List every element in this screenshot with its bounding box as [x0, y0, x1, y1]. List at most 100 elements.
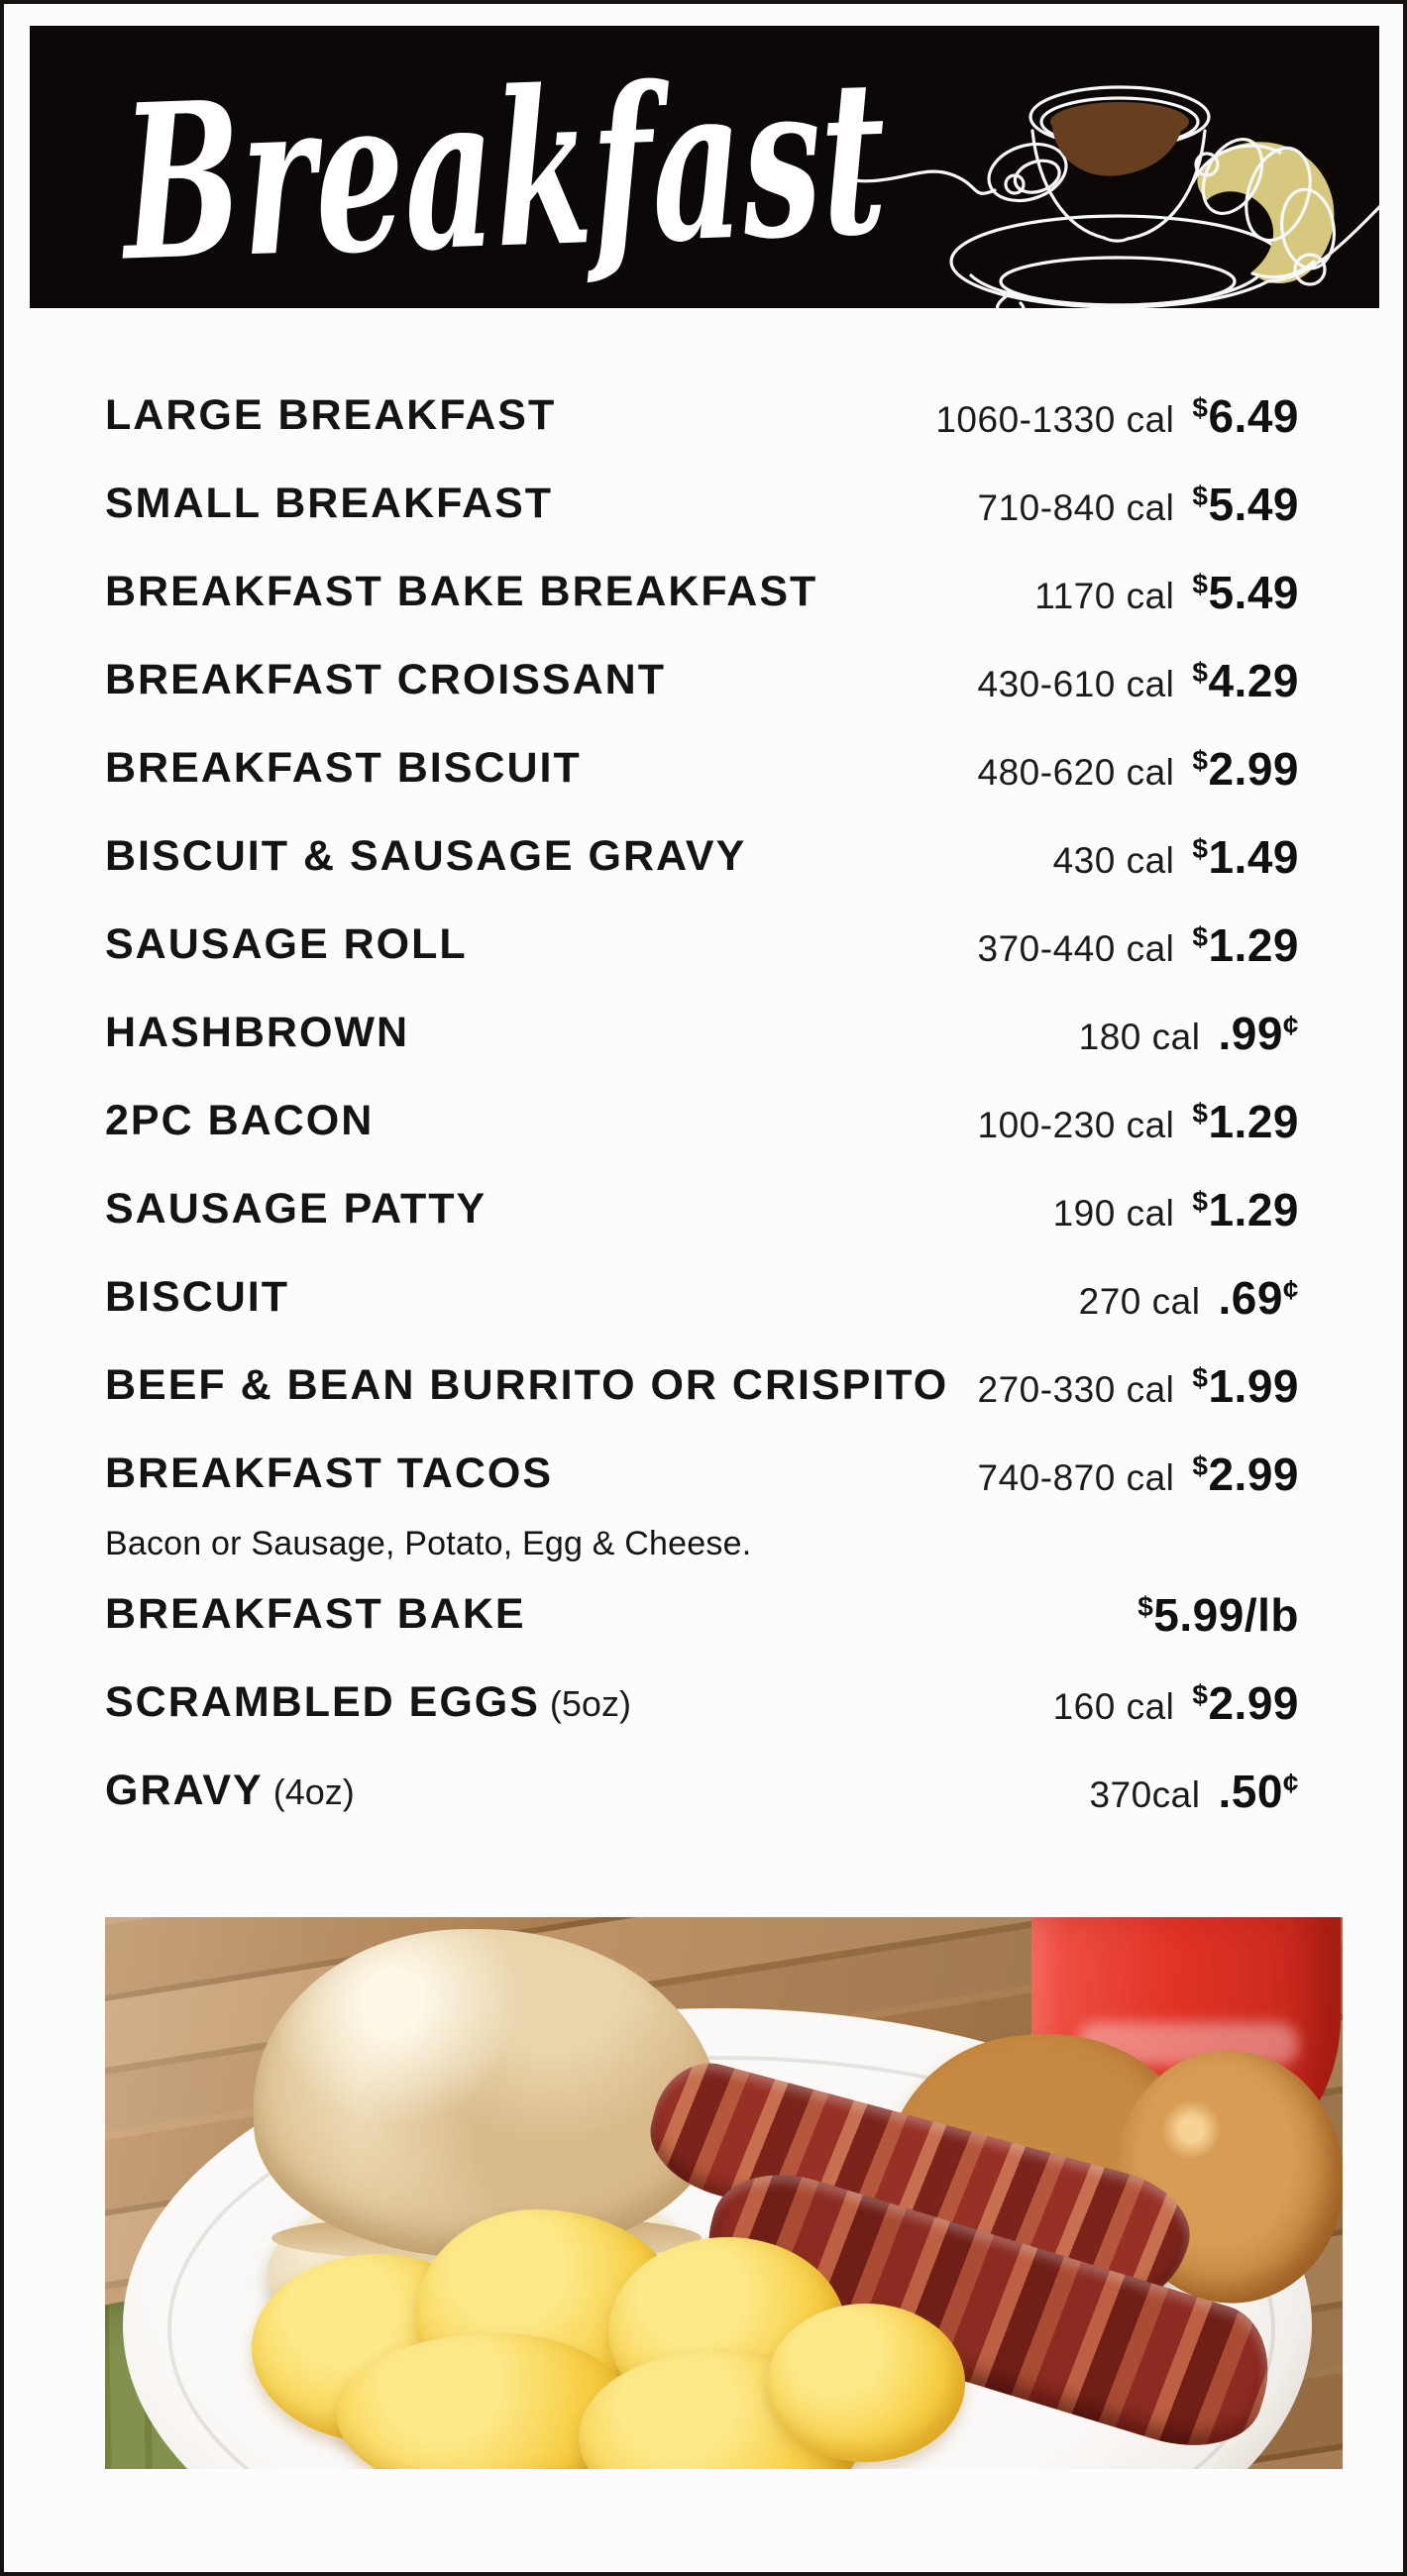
- menu-item-row: SCRAMBLED EGGS (5oz) 160 cal $2.99: [105, 1659, 1299, 1747]
- item-name: 2PC BACON: [105, 1097, 375, 1144]
- price-amount: 2.99: [1208, 1676, 1299, 1729]
- price-amount: 1.29: [1208, 1183, 1299, 1235]
- item-price: $1.29: [1192, 918, 1299, 972]
- price-amount: 1.29: [1208, 1095, 1299, 1147]
- item-calories: 370-440 cal: [977, 927, 1175, 969]
- item-name: SMALL BREAKFAST: [105, 480, 554, 527]
- breakfast-plate-photo: [105, 1917, 1343, 2469]
- item-name-block: SMALL BREAKFAST: [105, 480, 563, 528]
- menu-item-row: BREAKFAST TACOS 740-870 cal $2.99: [105, 1430, 1299, 1518]
- item-name: BREAKFAST BISCUIT: [105, 744, 582, 792]
- item-name: BISCUIT: [105, 1273, 289, 1321]
- menu-item-row: BREAKFAST BISCUIT 480-620 cal $2.99: [105, 724, 1299, 812]
- item-values: 740-870 cal $2.99: [978, 1448, 1299, 1501]
- item-values: 160 cal $2.99: [1053, 1676, 1299, 1730]
- item-price: $2.99: [1192, 1676, 1299, 1730]
- item-price: .99¢: [1218, 1007, 1299, 1060]
- item-description: Bacon or Sausage, Potato, Egg & Cheese.: [105, 1525, 752, 1562]
- item-name-block: SAUSAGE ROLL: [105, 920, 478, 969]
- price-cents-sup: ¢: [1282, 1009, 1299, 1040]
- item-name-block: BREAKFAST BAKE BREAKFAST: [105, 568, 827, 616]
- item-name: BREAKFAST TACOS: [105, 1449, 554, 1497]
- price-amount: 4.29: [1208, 654, 1299, 706]
- item-values: 1060-1330 cal $6.49: [935, 389, 1299, 443]
- price-currency-sup: $: [1192, 656, 1209, 688]
- menu-item-row: BISCUIT & SAUSAGE GRAVY 430 cal $1.49: [105, 812, 1299, 901]
- item-calories: 370cal: [1089, 1773, 1201, 1815]
- price-amount: 2.99: [1208, 1448, 1299, 1500]
- menu-item-row: SAUSAGE ROLL 370-440 cal $1.29: [105, 901, 1299, 989]
- item-calories: 1060-1330 cal: [935, 398, 1175, 440]
- item-size: (5oz): [549, 1683, 631, 1724]
- price-currency-sup: $: [1192, 1361, 1209, 1393]
- price-currency-sup: $: [1192, 832, 1209, 864]
- menu-item-row: LARGE BREAKFAST 1060-1330 cal $6.49: [105, 372, 1299, 460]
- item-name-block: BREAKFAST BAKE: [105, 1590, 536, 1639]
- price-amount: .69: [1218, 1271, 1283, 1324]
- item-values: 370-440 cal $1.29: [978, 918, 1299, 972]
- item-calories: 480-620 cal: [977, 751, 1175, 793]
- item-values: 710-840 cal $5.49: [978, 478, 1299, 531]
- price-currency-sup: $: [1192, 1449, 1209, 1481]
- item-calories: 1170 cal: [1034, 575, 1175, 616]
- item-name: BEEF & BEAN BURRITO OR CRISPITO: [105, 1361, 949, 1409]
- item-name: LARGE BREAKFAST: [105, 391, 557, 439]
- item-values: 190 cal $1.29: [1053, 1183, 1299, 1236]
- item-price: .50¢: [1218, 1765, 1299, 1818]
- item-price: $1.49: [1192, 830, 1299, 884]
- price-currency-sup: $: [1192, 568, 1209, 599]
- item-calories: 180 cal: [1078, 1016, 1201, 1057]
- menu-item-row: BISCUIT 270 cal .69¢: [105, 1253, 1299, 1342]
- item-values: 100-230 cal $1.29: [978, 1095, 1299, 1148]
- item-calories: 430-610 cal: [977, 663, 1175, 704]
- menu-list: LARGE BREAKFAST 1060-1330 cal $6.49 SMAL…: [105, 372, 1299, 1835]
- menu-item-row: 2PC BACON 100-230 cal $1.29: [105, 1077, 1299, 1165]
- item-name: GRAVY: [105, 1767, 264, 1814]
- item-price: $2.99: [1192, 742, 1299, 796]
- item-price: $2.99: [1192, 1448, 1299, 1501]
- item-name: HASHBROWN: [105, 1009, 410, 1056]
- item-price: $1.29: [1192, 1183, 1299, 1236]
- price-currency-sup: $: [1192, 1097, 1209, 1128]
- item-values: 370cal .50¢: [1089, 1765, 1299, 1818]
- price-amount: 6.49: [1208, 389, 1299, 442]
- menu-item-row: BREAKFAST BAKE BREAKFAST 1170 cal $5.49: [105, 548, 1299, 636]
- item-name: SCRAMBLED EGGS: [105, 1678, 540, 1726]
- price-currency-sup: $: [1192, 1185, 1209, 1217]
- menu-item-row: BREAKFAST CROISSANT 430-610 cal $4.29: [105, 636, 1299, 724]
- price-amount: 2.99: [1208, 742, 1299, 795]
- price-cents-sup: ¢: [1282, 1273, 1299, 1305]
- price-amount: 5.49: [1208, 566, 1299, 618]
- item-price: $1.99: [1192, 1359, 1299, 1413]
- item-values: $5.99/lb: [1120, 1588, 1299, 1642]
- item-price: $1.29: [1192, 1095, 1299, 1148]
- croissant-line-art: [1191, 138, 1379, 286]
- item-price: .69¢: [1218, 1271, 1299, 1325]
- menu-item-row: BREAKFAST BAKE $5.99/lb: [105, 1570, 1299, 1659]
- item-name: BISCUIT & SAUSAGE GRAVY: [105, 832, 747, 880]
- item-calories: 190 cal: [1052, 1192, 1175, 1234]
- item-calories: 270-330 cal: [977, 1368, 1175, 1410]
- item-values: 1170 cal $5.49: [1034, 566, 1299, 619]
- breakfast-script-title: Breakfast: [115, 42, 890, 299]
- menu-item-row: SAUSAGE PATTY 190 cal $1.29: [105, 1165, 1299, 1253]
- item-price: $6.49: [1192, 389, 1299, 443]
- coffee-and-croissant-illustration: [844, 85, 1379, 308]
- item-price: $4.29: [1192, 654, 1299, 707]
- menu-item-row: HASHBROWN 180 cal .99¢: [105, 989, 1299, 1077]
- banner-title-text: Breakfast: [115, 42, 890, 299]
- item-calories: 160 cal: [1052, 1685, 1175, 1727]
- item-price: $5.49: [1192, 478, 1299, 531]
- scrambled-eggs: [252, 2209, 965, 2469]
- item-name: BREAKFAST BAKE BREAKFAST: [105, 568, 818, 615]
- item-name-block: LARGE BREAKFAST: [105, 391, 566, 440]
- menu-item-row: SMALL BREAKFAST 710-840 cal $5.49: [105, 460, 1299, 548]
- price-amount: 1.99: [1208, 1359, 1299, 1412]
- item-values: 270 cal .69¢: [1079, 1271, 1299, 1325]
- item-values: 430 cal $1.49: [1053, 830, 1299, 884]
- price-amount: 1.49: [1208, 830, 1299, 883]
- price-unit: /lb: [1244, 1588, 1299, 1641]
- price-currency-sup: $: [1192, 391, 1209, 423]
- item-price: $5.49: [1192, 566, 1299, 619]
- menu-item-row: GRAVY (4oz) 370cal .50¢: [105, 1747, 1299, 1835]
